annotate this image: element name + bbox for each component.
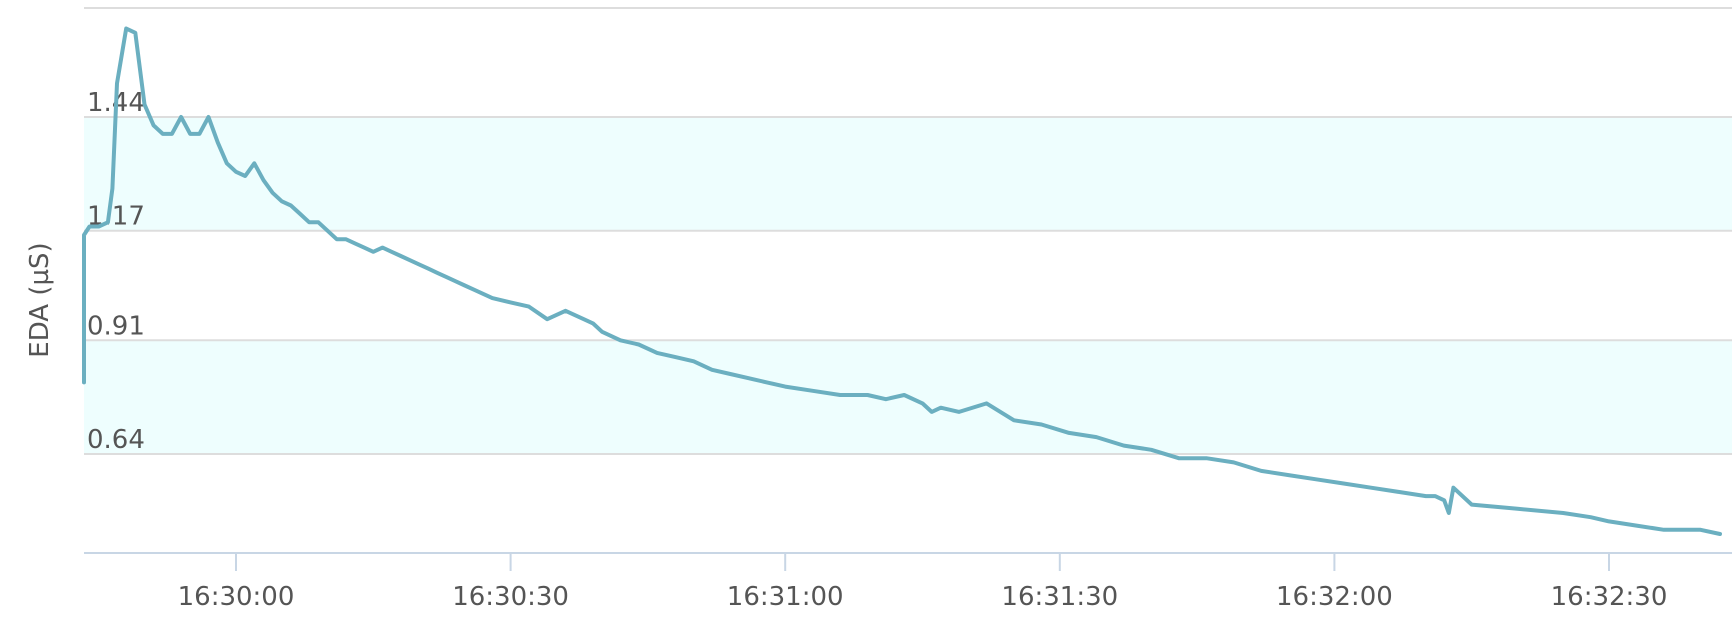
x-tick-label: 16:32:00 <box>1276 582 1393 612</box>
y-gridlines <box>84 7 1732 455</box>
x-axis-ticks: 16:30:00 16:30:30 16:31:00 16:31:30 16:32:00… <box>178 553 1668 612</box>
x-tick-label: 16:32:30 <box>1551 582 1668 612</box>
plot-band <box>84 117 1732 231</box>
x-tick-label: 16:31:00 <box>727 582 844 612</box>
y-tick-label: 0.64 <box>87 425 145 455</box>
x-tick-label: 16:30:00 <box>178 582 295 612</box>
y-tick-label: 0.91 <box>87 311 145 341</box>
x-tick-label: 16:30:30 <box>452 582 569 612</box>
plot-bands <box>84 117 1732 454</box>
x-tick-label: 16:31:30 <box>1001 582 1118 612</box>
eda-series-line <box>82 26 1722 536</box>
y-axis-title: EDA (µS) <box>25 242 55 357</box>
